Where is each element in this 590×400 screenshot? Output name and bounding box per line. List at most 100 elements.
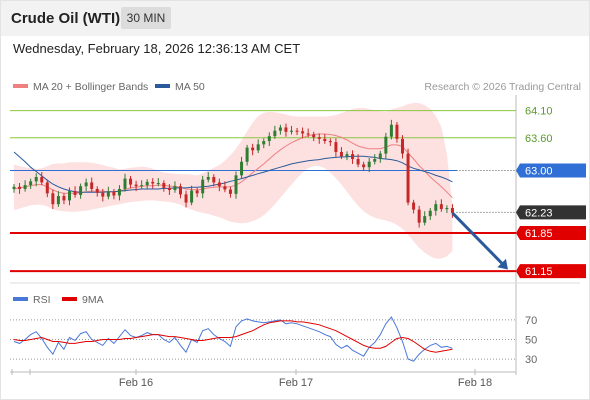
candle-body	[284, 127, 288, 132]
candle-body	[12, 186, 16, 189]
time-axis: Feb 16 Feb 17 Feb 18	[11, 369, 492, 389]
datetime-stamp: Wednesday, February 18, 2026 12:36:13 AM…	[13, 41, 301, 56]
candle-body	[45, 182, 49, 194]
candle-body	[262, 141, 266, 145]
candle-body	[117, 188, 121, 196]
candle-body	[34, 176, 38, 182]
forecast-arrow-head	[497, 258, 508, 270]
candle-body	[384, 136, 388, 154]
candle-body	[240, 161, 244, 176]
header-bar	[1, 1, 589, 36]
candle-body	[245, 147, 249, 162]
candle-body	[439, 204, 443, 210]
candle-body	[450, 208, 454, 213]
ma20-line	[13, 133, 453, 199]
time-label-feb-16: Feb 16	[119, 377, 153, 389]
candle-body	[301, 131, 305, 134]
candle-body	[234, 175, 238, 194]
candle-body	[173, 186, 177, 191]
candle-body	[356, 159, 360, 165]
ma50-legend-label: MA 50	[175, 81, 205, 93]
candle-body	[351, 154, 355, 160]
candle-body	[223, 186, 227, 190]
candle-body	[112, 191, 116, 196]
candle-body	[101, 192, 105, 197]
candles	[12, 119, 454, 228]
candle-body	[228, 189, 232, 194]
candle-body	[134, 184, 138, 187]
ma20-legend-swatch	[13, 84, 28, 88]
candle-body	[256, 144, 260, 151]
candle-body	[323, 138, 327, 142]
ma20-legend-label: MA 20 + Bollinger Bands	[33, 81, 148, 93]
candle-body	[167, 187, 171, 191]
candle-body	[423, 216, 427, 223]
candle-body	[40, 176, 44, 183]
candle-body	[395, 124, 399, 139]
candle-body	[362, 164, 366, 168]
level-label-63.00: 63.00	[525, 165, 553, 177]
forecast-arrow	[451, 211, 508, 270]
candle-body	[206, 176, 210, 180]
price-levels: 64.10 63.60 63.00 62.23 61.85 61.15	[10, 106, 586, 279]
candle-body	[312, 134, 316, 138]
candle-body	[179, 186, 182, 195]
candle-body	[339, 151, 343, 157]
candle-body	[140, 185, 144, 187]
rsi-legend-swatch	[13, 297, 28, 301]
candle-body	[295, 130, 299, 132]
rsi-tick-30: 30	[525, 354, 537, 366]
candle-body	[273, 130, 277, 137]
candle-body	[217, 182, 221, 187]
rsi-ma-line	[13, 320, 453, 353]
candle-body	[145, 181, 149, 186]
candle-body	[428, 210, 432, 217]
instrument-title: Crude Oil (WTI)	[11, 10, 121, 27]
ma50-legend-swatch	[155, 84, 170, 88]
level-label-64.10: 64.10	[525, 106, 553, 118]
candle-body	[251, 147, 255, 151]
candle-body	[51, 193, 55, 205]
timeframe-button[interactable]: 30 MIN	[121, 7, 171, 29]
candle-body	[129, 178, 133, 185]
forecast-arrow-shaft	[451, 211, 503, 265]
level-label-61.15: 61.15	[525, 266, 553, 278]
candle-body	[56, 196, 60, 205]
candle-body	[373, 159, 377, 162]
candle-body	[123, 178, 127, 189]
candle-body	[445, 208, 449, 210]
candle-body	[18, 186, 22, 189]
candle-body	[378, 153, 382, 160]
candle-body	[195, 190, 199, 194]
level-label-61.85: 61.85	[525, 228, 553, 240]
level-box-63.00	[516, 163, 586, 178]
candle-body	[417, 209, 421, 223]
candle-body	[106, 191, 110, 197]
candle-body	[406, 153, 410, 203]
candle-body	[345, 154, 349, 157]
rsi-legend-label: RSI	[33, 294, 51, 306]
candle-body	[328, 141, 332, 143]
candle-body	[306, 133, 310, 135]
candle-body	[334, 142, 338, 152]
candle-body	[212, 176, 216, 183]
rsi-ma-legend-swatch	[62, 297, 77, 301]
candle-body	[68, 191, 71, 201]
candle-body	[184, 194, 188, 203]
candle-body	[73, 191, 77, 195]
candle-body	[290, 130, 293, 132]
candle-body	[190, 190, 194, 203]
candle-body	[267, 136, 271, 142]
candle-body	[434, 204, 438, 211]
rsi-panel: 70 50 30	[10, 315, 537, 366]
rsi-tick-70: 70	[525, 315, 537, 327]
candle-body	[401, 138, 404, 154]
candle-body	[151, 181, 155, 184]
level-label-62.23: 62.23	[525, 207, 553, 219]
level-box-61.85	[516, 226, 586, 241]
candle-body	[156, 182, 160, 184]
candle-body	[90, 182, 94, 189]
candle-body	[62, 196, 66, 201]
candle-body	[389, 124, 393, 137]
